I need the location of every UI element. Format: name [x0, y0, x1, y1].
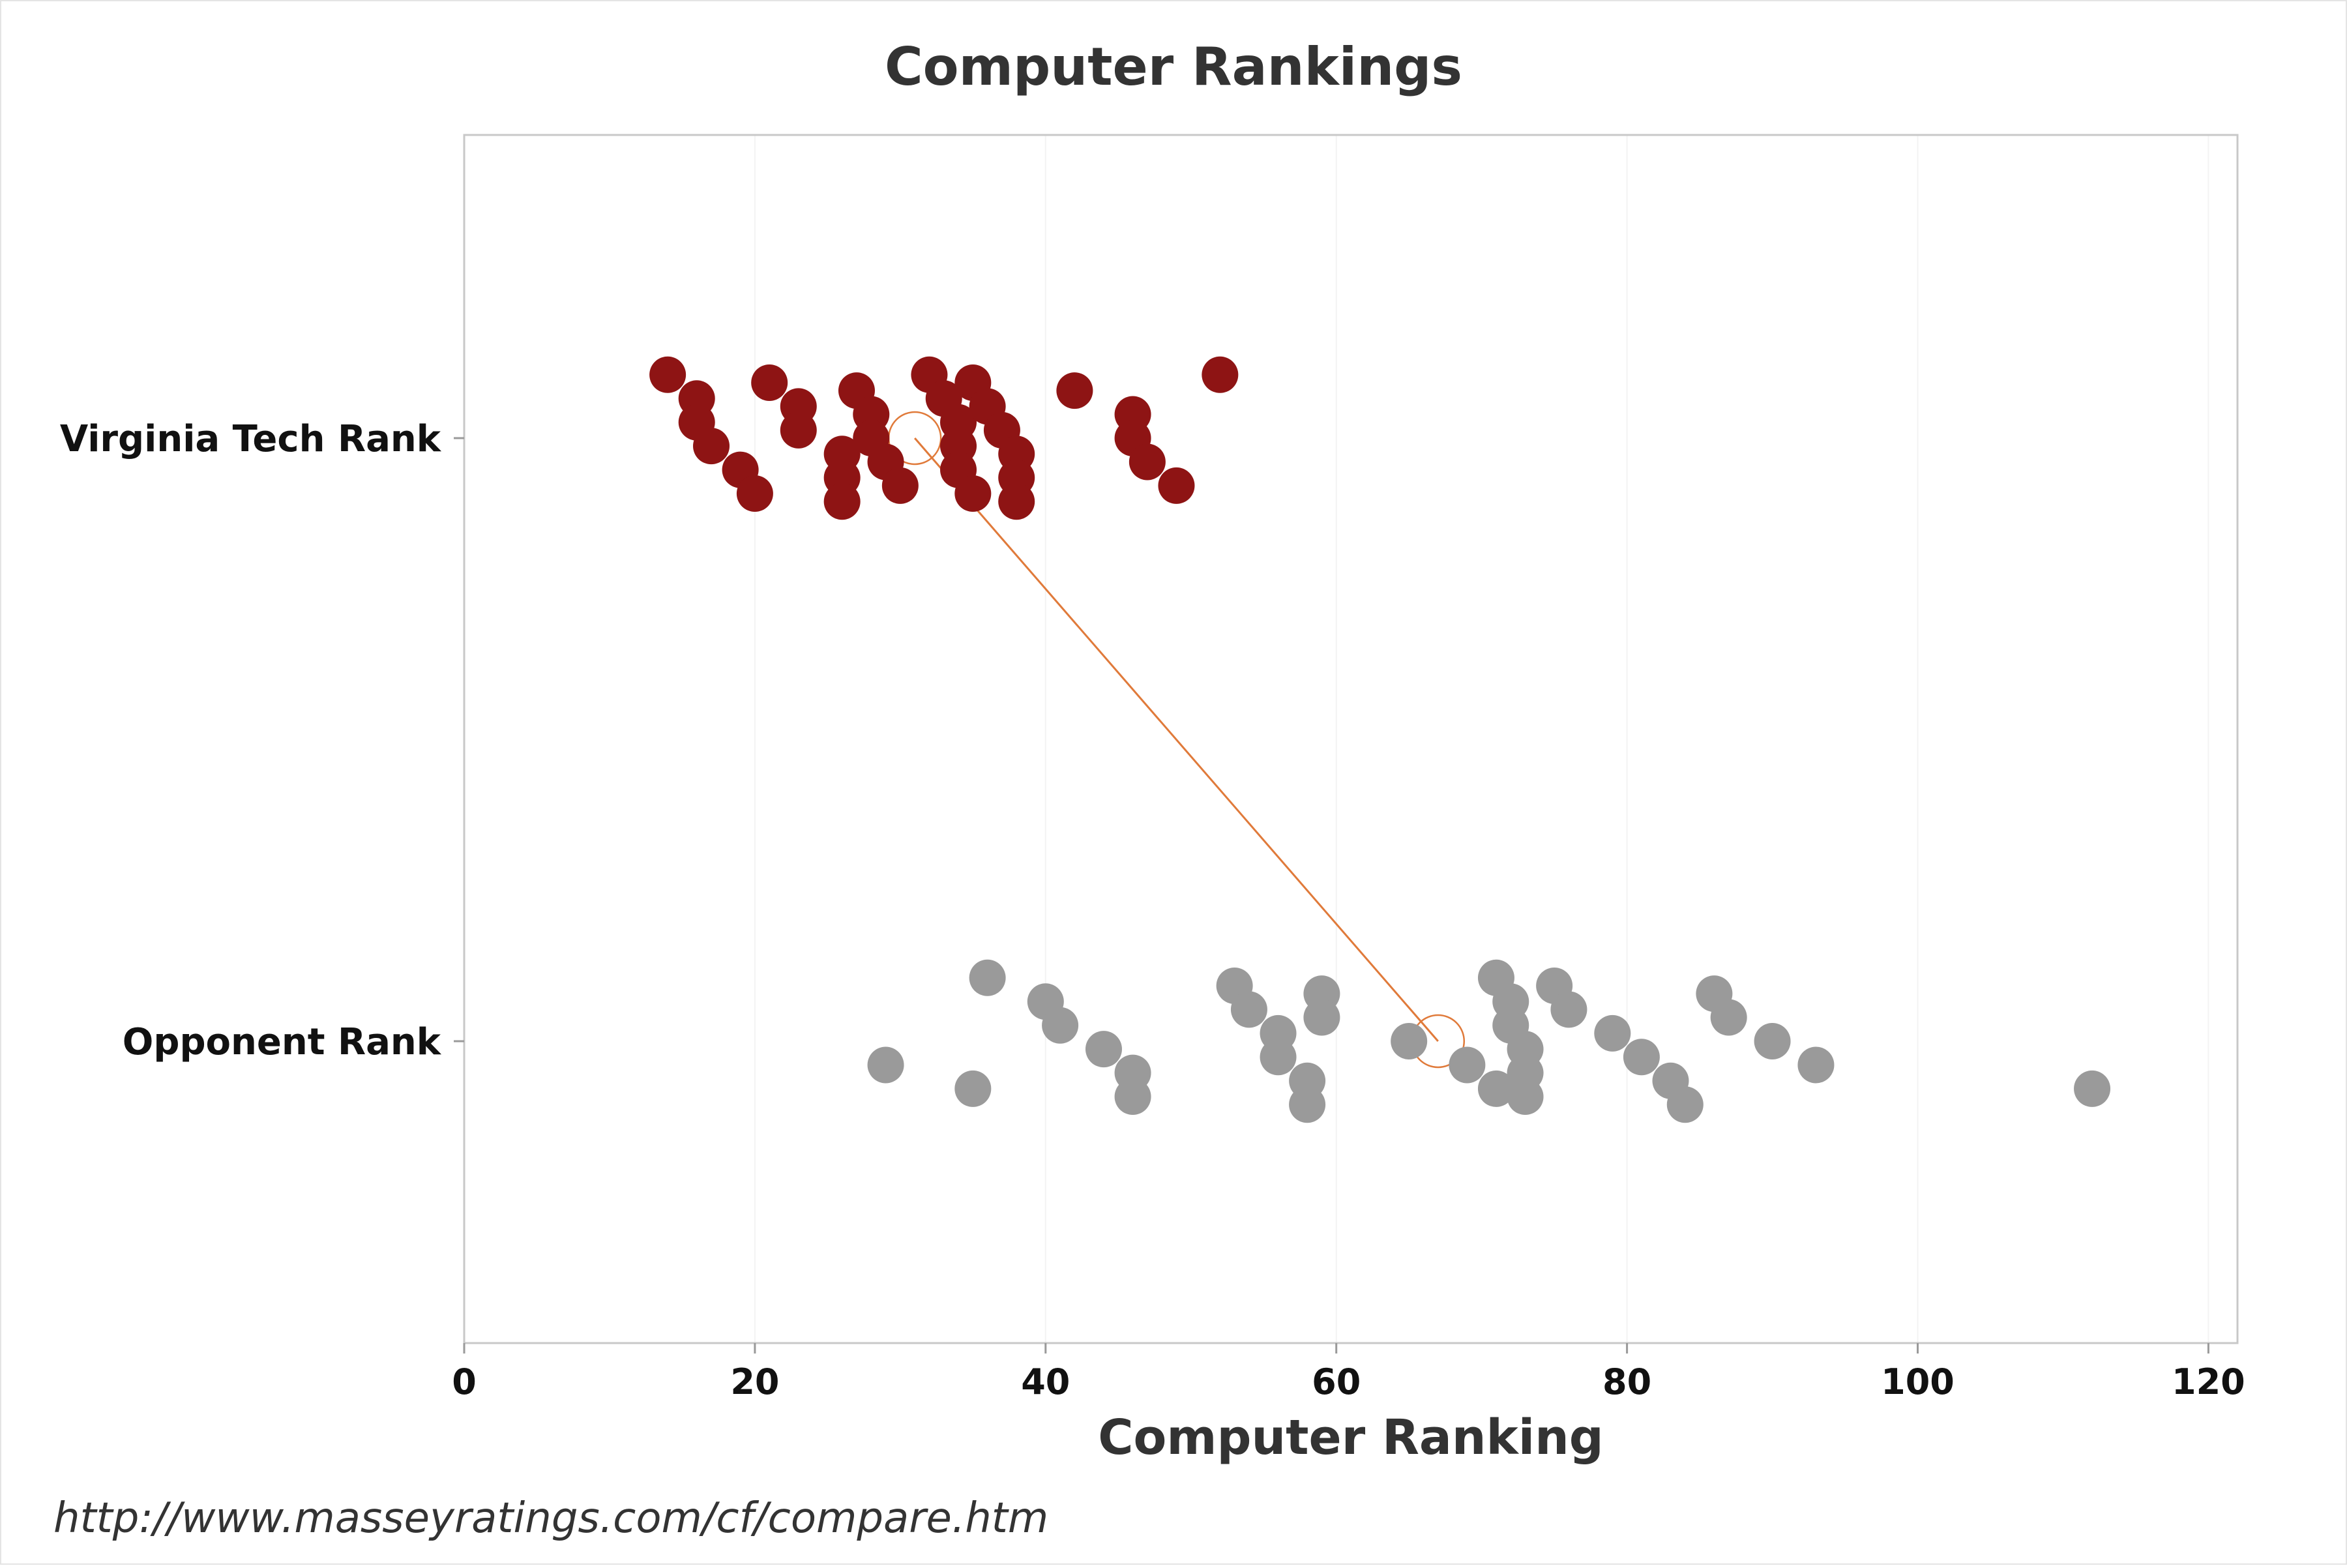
point-0-22	[954, 475, 992, 512]
point-1-34	[1797, 1046, 1835, 1084]
point-0-29	[1056, 372, 1093, 409]
point-1-15	[1303, 999, 1340, 1036]
point-0-28	[998, 483, 1035, 520]
point-1-24	[1507, 1078, 1544, 1116]
point-1-4	[1042, 1007, 1079, 1044]
mean-connector-line	[914, 437, 1439, 1042]
point-1-13	[1289, 1086, 1326, 1123]
point-0-3	[693, 428, 730, 465]
point-1-9	[1230, 991, 1267, 1028]
point-0-16	[881, 467, 919, 504]
point-0-0	[649, 356, 686, 393]
point-0-6	[751, 364, 788, 401]
x-tick-label-1: 20	[730, 1361, 779, 1402]
x-axis-title: Computer Ranking	[1098, 1410, 1604, 1466]
point-0-34	[1202, 356, 1239, 393]
point-1-2	[969, 959, 1006, 996]
x-tick-label-0: 0	[452, 1361, 477, 1402]
point-1-28	[1623, 1039, 1660, 1076]
plot-frame	[463, 134, 2239, 1344]
y-axis-categories: Virginia Tech Rank Opponent Rank	[60, 418, 464, 1063]
point-1-33	[1754, 1023, 1791, 1059]
point-1-16	[1391, 1023, 1428, 1059]
point-1-18	[1477, 1070, 1514, 1107]
point-1-1	[954, 1070, 992, 1107]
point-1-35	[2074, 1070, 2111, 1107]
point-1-17	[1449, 1046, 1486, 1084]
category-label-1: Opponent Rank	[123, 1021, 442, 1063]
point-1-5	[1085, 1031, 1122, 1068]
point-0-32	[1129, 443, 1166, 481]
point-1-32	[1710, 999, 1747, 1036]
point-1-26	[1550, 991, 1587, 1028]
point-0-11	[823, 483, 861, 520]
x-tick-label-6: 120	[2172, 1361, 2245, 1402]
point-0-8	[780, 411, 817, 449]
category-label-0: Virginia Tech Rank	[60, 418, 442, 460]
x-tick-label-5: 100	[1881, 1361, 1955, 1402]
point-1-0	[867, 1046, 904, 1084]
source-note: http://www.masseyratings.com/cf/compare.…	[53, 1494, 1048, 1543]
point-1-30	[1666, 1086, 1704, 1123]
data-points	[649, 356, 2111, 1123]
point-0-33	[1158, 467, 1195, 504]
chart-title: Computer Rankings	[885, 37, 1462, 97]
point-1-7	[1114, 1078, 1151, 1116]
x-axis-ticks: 0 20 40 60 80 100 120	[452, 1343, 2245, 1402]
point-1-27	[1594, 1014, 1631, 1052]
x-tick-label-4: 80	[1602, 1361, 1651, 1402]
point-0-5	[736, 475, 773, 512]
point-1-11	[1260, 1039, 1297, 1076]
x-tick-label-3: 60	[1312, 1361, 1361, 1402]
x-tick-label-2: 40	[1021, 1361, 1070, 1402]
